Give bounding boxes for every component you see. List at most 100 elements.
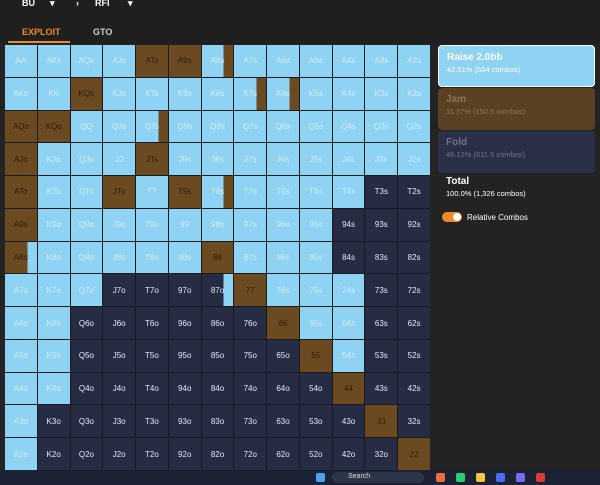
hand-cell[interactable]: T7o [136,274,168,307]
hand-cell[interactable]: Q3s [365,110,398,143]
hand-cell[interactable]: A7s [234,45,267,77]
hand-cell[interactable]: T8s [201,176,234,208]
hand-cell[interactable]: AJo [5,143,37,176]
hand-cell[interactable]: 86o [201,307,234,339]
hand-cell[interactable]: 65o [267,339,299,372]
raise-card[interactable]: Raise 2.0bb 42.51% (564 combos) [438,45,595,87]
hand-cell[interactable]: 42s [398,372,430,405]
hand-cell[interactable]: JTs [136,143,168,176]
hand-cell[interactable]: A5s [299,45,332,77]
hand-cell[interactable]: 92s [398,208,430,241]
hand-cell[interactable]: K3s [365,77,398,110]
hand-cell[interactable]: 93o [168,405,201,438]
hand-cell[interactable]: 32o [365,438,398,470]
hand-cell[interactable]: 42o [332,438,365,470]
hand-cell[interactable]: A8s [201,45,234,77]
hand-cell[interactable]: 98s [201,208,234,241]
jam-card[interactable]: Jam 11.37% (150.5 combos) [438,88,595,130]
hand-cell[interactable]: Q4s [332,110,365,143]
hand-cell[interactable]: K4s [332,77,365,110]
hand-cell[interactable]: ATs [136,45,168,77]
hand-cell[interactable]: 63s [365,307,398,339]
hand-cell[interactable]: 87s [234,241,267,274]
hand-cell[interactable]: K2o [37,438,70,470]
hand-cell[interactable]: T7s [234,176,267,208]
hand-cell[interactable]: KQs [70,77,103,110]
hand-cell[interactable]: A7o [5,274,37,307]
hand-cell[interactable]: A4o [5,372,37,405]
tab[interactable]: GTO [93,27,113,37]
hand-cell[interactable]: J2s [398,143,430,176]
hand-cell[interactable]: A2s [398,45,430,77]
hand-cell[interactable]: 33 [365,405,398,438]
hand-cell[interactable]: QTs [136,110,168,143]
hand-cell[interactable]: 87o [201,274,234,307]
hand-cell[interactable]: 85s [299,241,332,274]
hand-cell[interactable]: 55 [299,339,332,372]
hand-cell[interactable]: J5o [103,339,136,372]
app-icon[interactable] [496,473,505,482]
hand-cell[interactable]: J8s [201,143,234,176]
hand-cell[interactable]: K7s [234,77,267,110]
hand-cell[interactable]: K8o [37,241,70,274]
hand-cell[interactable]: T5s [299,176,332,208]
hand-cell[interactable]: 43o [332,405,365,438]
hand-cell[interactable]: T2o [136,438,168,470]
hand-cell[interactable]: 96s [267,208,299,241]
hand-cell[interactable]: A9o [5,208,37,241]
hand-cell[interactable]: KQo [37,110,70,143]
hand-cell[interactable]: K4o [37,372,70,405]
toggle[interactable] [442,212,462,222]
hand-cell[interactable]: T3s [365,176,398,208]
hand-cell[interactable]: 95o [168,339,201,372]
hand-cell[interactable]: 53s [365,339,398,372]
hand-cell[interactable]: 84o [201,372,234,405]
hand-cell[interactable]: Q9s [168,110,201,143]
hand-cell[interactable]: K9s [168,77,201,110]
hand-cell[interactable]: 64s [332,307,365,339]
hand-cell[interactable]: KJs [103,77,136,110]
hand-cell[interactable]: K5o [37,339,70,372]
hand-cell[interactable]: 74o [234,372,267,405]
hand-cell[interactable]: KK [37,77,70,110]
hand-cell[interactable]: T3o [136,405,168,438]
hand-cell[interactable]: Q5o [70,339,103,372]
hand-cell[interactable]: J4s [332,143,365,176]
hand-cell[interactable]: J7s [234,143,267,176]
hand-cell[interactable]: A4s [332,45,365,77]
hand-cell[interactable]: 54o [299,372,332,405]
hand-cell[interactable]: T4s [332,176,365,208]
hand-cell[interactable]: K7o [37,274,70,307]
hand-cell[interactable]: 82s [398,241,430,274]
hand-cell[interactable]: 64o [267,372,299,405]
hand-cell[interactable]: AQo [5,110,37,143]
hand-cell[interactable]: Q3o [70,405,103,438]
hand-cell[interactable]: 73o [234,405,267,438]
hand-cell[interactable]: 65s [299,307,332,339]
hand-cell[interactable]: J7o [103,274,136,307]
hand-cell[interactable]: T6s [267,176,299,208]
hand-cell[interactable]: A6o [5,307,37,339]
hand-cell[interactable]: A5o [5,339,37,372]
hand-cell[interactable]: J6o [103,307,136,339]
hand-cell[interactable]: KJo [37,143,70,176]
hand-cell[interactable]: 76o [234,307,267,339]
hand-cell[interactable]: 32s [398,405,430,438]
hand-cell[interactable]: 86s [267,241,299,274]
hand-cell[interactable]: T4o [136,372,168,405]
hand-cell[interactable]: K9o [37,208,70,241]
hand-cell[interactable]: QQ [70,110,103,143]
hand-cell[interactable]: 54s [332,339,365,372]
hand-cell[interactable]: 74s [332,274,365,307]
hand-cell[interactable]: T2s [398,176,430,208]
hand-cell[interactable]: A6s [267,45,299,77]
hand-cell[interactable]: K5s [299,77,332,110]
hand-cell[interactable]: K8s [201,77,234,110]
hand-cell[interactable]: 62s [398,307,430,339]
hand-cell[interactable]: QJo [70,143,103,176]
hand-cell[interactable]: 98o [168,241,201,274]
hand-cell[interactable]: Q5s [299,110,332,143]
hand-cell[interactable]: 97s [234,208,267,241]
hand-cell[interactable]: 75s [299,274,332,307]
scenario[interactable]: RFI [95,0,110,8]
